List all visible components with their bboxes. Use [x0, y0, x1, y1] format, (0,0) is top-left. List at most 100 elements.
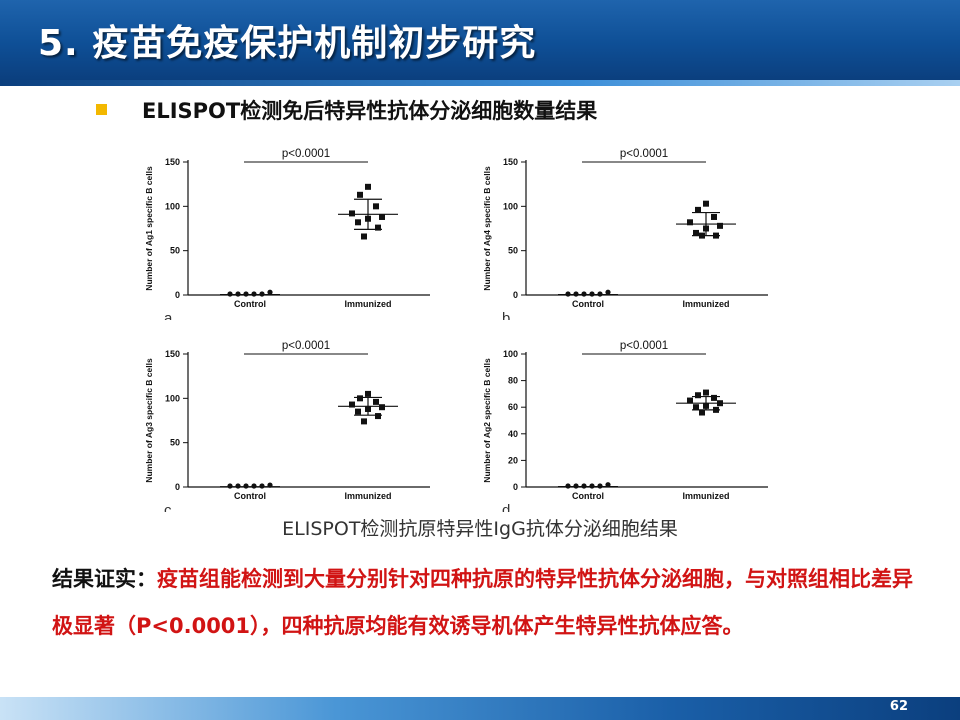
- data-point: [713, 232, 719, 239]
- significance-label: p<0.0001: [282, 340, 330, 352]
- data-point: [349, 210, 355, 217]
- y-tick-label: 100: [503, 201, 518, 211]
- slide-header: 5. 疫苗免疫保护机制初步研究: [0, 0, 960, 80]
- data-point: [243, 483, 249, 489]
- data-point: [565, 483, 571, 489]
- y-tick-label: 100: [503, 349, 518, 359]
- y-tick-label: 20: [508, 455, 518, 465]
- panel-label: a: [164, 310, 173, 320]
- y-tick-label: 50: [170, 438, 180, 448]
- data-point: [597, 483, 603, 489]
- data-point: [235, 291, 241, 297]
- data-point: [703, 225, 709, 232]
- data-point: [581, 291, 587, 297]
- data-point: [361, 418, 367, 425]
- data-point: [379, 213, 385, 220]
- data-point: [581, 483, 587, 489]
- data-point: [699, 232, 705, 239]
- y-axis-label: Number of Ag3 specific B cells: [144, 358, 154, 483]
- data-point: [357, 191, 363, 198]
- data-point: [573, 483, 579, 489]
- data-point: [589, 483, 595, 489]
- slide-title: 5. 疫苗免疫保护机制初步研究: [38, 23, 537, 64]
- data-point: [703, 389, 709, 396]
- data-point: [695, 392, 701, 399]
- data-point: [573, 291, 579, 297]
- conclusion-paragraph: 结果证实：疫苗组能检测到大量分别针对四种抗原的特异性抗体分泌细胞，与对照组相比差…: [52, 556, 932, 650]
- data-point: [365, 183, 371, 190]
- y-tick-label: 50: [170, 246, 180, 256]
- x-tick-label: Control: [234, 299, 266, 309]
- x-tick-label: Control: [572, 299, 604, 309]
- data-point: [365, 390, 371, 397]
- y-tick-label: 100: [165, 393, 180, 403]
- chart-panel-a: 0 50 100 150 Control Immunized Number of Ag1 s…: [140, 140, 470, 320]
- page-number: 62: [889, 699, 908, 714]
- chart-panel-b: 0 50 100 150 Control Immunized Number of Ag4 s…: [478, 140, 808, 320]
- significance-label: p<0.0001: [282, 148, 330, 160]
- data-point: [605, 289, 611, 295]
- data-point: [693, 229, 699, 236]
- data-point: [251, 483, 257, 489]
- panel-label: c: [164, 502, 172, 512]
- y-tick-label: 50: [508, 246, 518, 256]
- data-point: [375, 413, 381, 420]
- data-point: [251, 291, 257, 297]
- data-point: [687, 397, 693, 404]
- x-tick-label: Immunized: [682, 299, 729, 309]
- y-tick-label: 40: [508, 429, 518, 439]
- data-point: [259, 483, 265, 489]
- figure-caption: ELISPOT检测抗原特异性IgG抗体分泌细胞结果: [282, 518, 678, 540]
- y-axis-label: Number of Ag1 specific B cells: [144, 166, 154, 291]
- data-point: [717, 222, 723, 229]
- y-tick-label: 150: [165, 157, 180, 167]
- y-tick-label: 0: [513, 290, 518, 300]
- significance-label: p<0.0001: [620, 340, 668, 352]
- data-point: [703, 200, 709, 207]
- data-point: [597, 291, 603, 297]
- data-point: [373, 398, 379, 405]
- chart-a: 0 50 100 150 Control Immunized Number of Ag1 s…: [144, 148, 430, 320]
- data-point: [717, 400, 723, 407]
- conclusion-label: 结果证实：: [52, 567, 157, 591]
- data-point: [693, 404, 699, 411]
- chart-b: 0 50 100 150 Control Immunized Number of Ag4 s…: [482, 148, 768, 320]
- y-axis-label: Number of Ag4 specific B cells: [482, 166, 492, 291]
- data-point: [235, 483, 241, 489]
- data-point: [243, 291, 249, 297]
- x-tick-label: Immunized: [344, 299, 391, 309]
- data-point: [259, 291, 265, 297]
- slide-footer: 62: [0, 697, 960, 720]
- data-point: [227, 291, 233, 297]
- x-tick-label: Control: [234, 491, 266, 501]
- data-point: [713, 406, 719, 413]
- data-point: [687, 219, 693, 226]
- data-point: [355, 408, 361, 415]
- data-point: [375, 224, 381, 231]
- y-tick-label: 150: [165, 349, 180, 359]
- data-point: [711, 213, 717, 220]
- chart-d: 0 20 40 60 80 100 Control Immunized Number of Ag…: [482, 340, 768, 512]
- chart-c: 0 50 100 150 Control Immunized Number of Ag3 s…: [144, 340, 430, 512]
- panel-label: d: [502, 502, 510, 512]
- chart-panel-c: 0 50 100 150 Control Immunized Number of Ag3 s…: [140, 332, 470, 512]
- chart-panel-d: 0 20 40 60 80 100 Control Immunized Number of Ag…: [478, 332, 808, 512]
- y-tick-label: 150: [503, 157, 518, 167]
- x-tick-label: Immunized: [344, 491, 391, 501]
- data-point: [365, 405, 371, 412]
- data-point: [589, 291, 595, 297]
- data-point: [267, 289, 273, 295]
- x-tick-label: Control: [572, 491, 604, 501]
- data-point: [365, 215, 371, 222]
- y-tick-label: 0: [513, 482, 518, 492]
- data-point: [605, 482, 611, 488]
- x-tick-label: Immunized: [682, 491, 729, 501]
- data-point: [699, 409, 705, 416]
- bullet-square-icon: [96, 104, 107, 115]
- data-point: [373, 203, 379, 210]
- data-point: [267, 482, 273, 488]
- data-point: [695, 206, 701, 213]
- data-point: [355, 219, 361, 226]
- data-point: [349, 401, 355, 408]
- significance-label: p<0.0001: [620, 148, 668, 160]
